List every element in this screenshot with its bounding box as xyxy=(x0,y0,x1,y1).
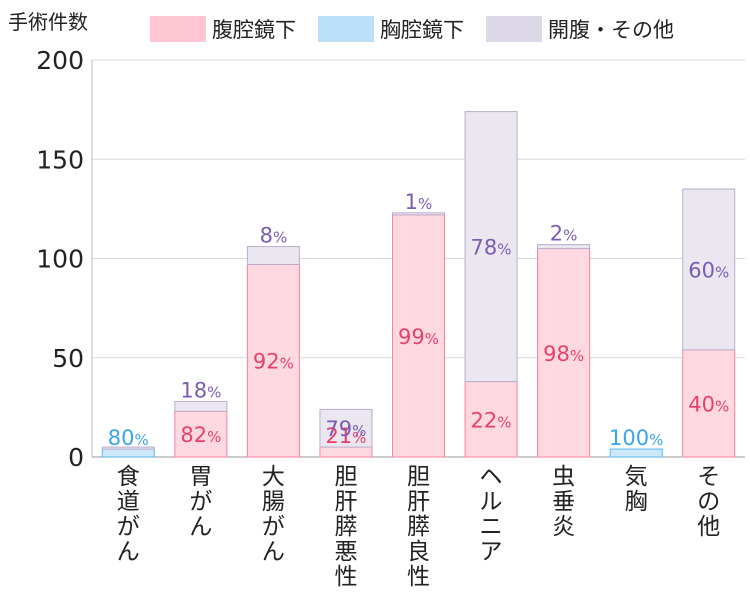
legend: 腹腔鏡下 胸腔鏡下 開腹・その他 xyxy=(150,14,696,44)
category-label-3-char-3: 悪 xyxy=(334,539,357,565)
category-label-8-char-0: そ xyxy=(697,464,720,490)
legend-label-laparoscopic: 腹腔鏡下 xyxy=(212,18,296,42)
data-label-5-0: 22% xyxy=(471,408,512,432)
y-tick-label-50: 50 xyxy=(52,344,84,373)
category-label-0-char-1: 道 xyxy=(117,489,140,515)
bar-segment-2-2 xyxy=(246,246,300,265)
category-label-6-char-1: 垂 xyxy=(552,489,575,515)
data-label-1-2: 18% xyxy=(180,378,221,402)
bar-segment-5-0 xyxy=(464,381,518,458)
bar-segment-4-2 xyxy=(392,212,445,216)
category-label-0-char-3: ん xyxy=(117,539,140,565)
bar-segment-6-2 xyxy=(537,244,591,250)
data-label-8-0: 40% xyxy=(688,392,729,416)
legend-label-thoracoscopic: 胸腔鏡下 xyxy=(380,18,464,42)
category-label-3-char-4: 性 xyxy=(334,564,357,590)
bar-segment-8-2 xyxy=(682,188,736,351)
data-label-4-0: 99% xyxy=(398,325,439,349)
data-label-7-1: 100% xyxy=(609,426,663,450)
category-label-4-char-2: 膵 xyxy=(407,514,430,540)
category-label-2-char-3: ん xyxy=(262,539,285,565)
data-label-2-0: 92% xyxy=(253,350,294,374)
legend-swatch-thoracoscopic xyxy=(318,16,374,42)
category-label-0-char-2: が xyxy=(117,514,140,540)
bar-segment-5-2 xyxy=(464,111,518,383)
bar-segment-2-0 xyxy=(246,263,300,458)
category-label-1-char-0: 胃 xyxy=(189,464,212,490)
bar-segment-3-2 xyxy=(319,408,373,448)
category-label-4-char-4: 性 xyxy=(407,564,430,590)
legend-swatch-open xyxy=(486,16,542,42)
data-label-3-2: 79% xyxy=(325,417,366,441)
data-label-2-2: 8% xyxy=(260,224,288,248)
y-tick-label-0: 0 xyxy=(68,443,84,472)
data-label-4-2: 1% xyxy=(405,190,433,214)
bar-segment-1-2 xyxy=(174,400,228,412)
category-label-3-char-2: 膵 xyxy=(334,514,357,540)
bar-segment-7-1 xyxy=(609,448,663,458)
y-axis-title: 手術件数 xyxy=(8,10,88,34)
bar-segment-4-0 xyxy=(392,214,445,458)
category-label-3-char-1: 肝 xyxy=(334,489,357,515)
category-label-4-char-1: 肝 xyxy=(407,489,430,515)
bar-segment-0-1 xyxy=(101,448,155,458)
category-label-5-char-2: ニ xyxy=(480,514,503,540)
data-label-6-0: 98% xyxy=(543,342,584,366)
data-label-3-0: 21% xyxy=(325,424,366,448)
category-label-7-char-1: 胸 xyxy=(625,489,648,515)
category-label-3-char-0: 胆 xyxy=(334,464,357,490)
data-label-6-2: 2% xyxy=(550,222,578,246)
bar-segment-6-0 xyxy=(537,248,591,458)
y-tick-label-200: 200 xyxy=(36,46,84,75)
category-label-2-char-0: 大 xyxy=(262,464,285,490)
y-tick-label-100: 100 xyxy=(36,245,84,274)
legend-item-open: 開腹・その他 xyxy=(486,14,674,44)
legend-swatch-laparoscopic xyxy=(150,16,206,42)
bar-segment-0-2 xyxy=(101,446,155,450)
legend-item-thoracoscopic: 胸腔鏡下 xyxy=(318,14,464,44)
data-label-0-1: 80% xyxy=(108,426,149,450)
category-label-5-char-0: ヘ xyxy=(480,464,503,490)
legend-label-open: 開腹・その他 xyxy=(548,18,674,42)
data-label-1-0: 82% xyxy=(180,423,221,447)
bar-segment-1-0 xyxy=(174,410,228,458)
category-label-1-char-2: ん xyxy=(189,514,212,540)
category-label-1-char-1: が xyxy=(189,489,212,515)
category-label-2-char-2: が xyxy=(262,514,285,540)
legend-item-laparoscopic: 腹腔鏡下 xyxy=(150,14,296,44)
category-label-4-char-0: 胆 xyxy=(407,464,430,490)
category-label-0-char-0: 食 xyxy=(117,464,140,490)
category-label-6-char-2: 炎 xyxy=(552,514,575,540)
category-label-8-char-1: の xyxy=(697,489,720,515)
category-label-6-char-0: 虫 xyxy=(552,464,575,490)
category-label-8-char-2: 他 xyxy=(697,514,720,540)
data-label-8-2: 60% xyxy=(688,258,729,282)
category-label-5-char-3: ア xyxy=(480,539,503,565)
category-label-7-char-0: 気 xyxy=(625,464,648,490)
bar-segment-3-0 xyxy=(319,446,373,458)
category-label-4-char-3: 良 xyxy=(407,539,430,565)
category-label-5-char-1: ル xyxy=(480,489,503,515)
bar-segment-8-0 xyxy=(682,349,736,458)
category-label-2-char-1: 腸 xyxy=(262,489,285,515)
y-tick-label-150: 150 xyxy=(36,145,84,174)
data-label-5-2: 78% xyxy=(471,236,512,260)
